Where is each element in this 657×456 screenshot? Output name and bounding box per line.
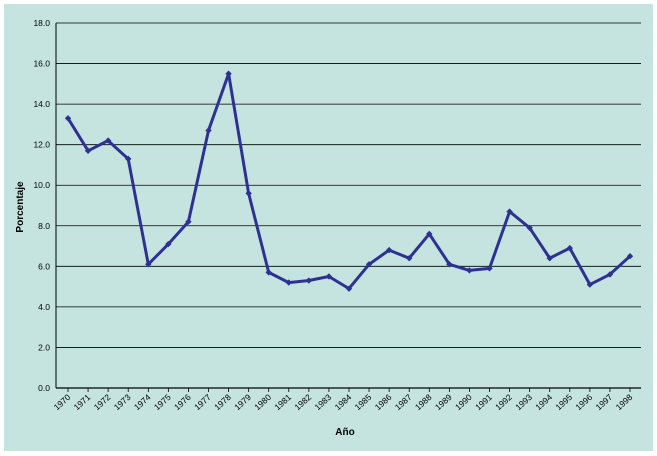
line-chart: 0.02.04.06.08.010.012.014.016.018.0 1970… [4,4,653,451]
data-point [165,240,172,248]
y-tick-label: 16.0 [33,59,50,69]
data-point [385,246,393,254]
y-tick-label: 0.0 [38,383,50,393]
y-tick-label: 14.0 [33,99,50,109]
data-point [586,281,594,288]
data-points [64,70,634,292]
data-point [466,267,473,274]
data-point [205,127,212,134]
data-point [606,271,614,278]
data-point [626,252,634,260]
data-point [546,255,553,262]
data-point [104,137,112,144]
y-tick-label: 2.0 [38,342,50,352]
y-tick-label: 12.0 [33,140,50,150]
data-point [225,70,232,77]
data-point [526,224,533,232]
data-point [84,147,92,154]
y-axis-label: Porcentaje [15,181,26,233]
gridlines [55,22,641,389]
data-point [566,244,573,252]
x-axis-label: Año [335,427,354,438]
chart-frame: 0.0 2.0 4.0 6.0 8.0 10.0 12.0 14.0 16.0 18.0 1970… [4,4,653,451]
data-point [145,261,152,268]
data-point [325,273,333,280]
data-point [265,269,272,276]
data-point [64,115,72,122]
data-point [245,190,252,197]
data-point [345,285,353,292]
y-tick-label: 4.0 [38,302,50,312]
data-point [305,277,313,284]
data-point [506,208,513,215]
chart-background [4,4,653,451]
data-point [125,155,132,163]
data-point [365,261,373,268]
data-point [426,230,433,238]
y-tick-label: 8.0 [38,221,50,231]
data-point [185,218,192,225]
data-point [486,265,493,272]
data-point [446,261,453,268]
data-point [285,279,292,286]
data-point [406,255,413,262]
y-tick-label: 18.0 [33,18,50,28]
y-tick-labels: 0.0 2.0 4.0 6.0 8.0 10.0 12.0 14.0 16.0 18.0 [33,18,50,393]
y-tick-label: 10.0 [33,180,50,190]
y-tick-label: 6.0 [38,261,50,271]
